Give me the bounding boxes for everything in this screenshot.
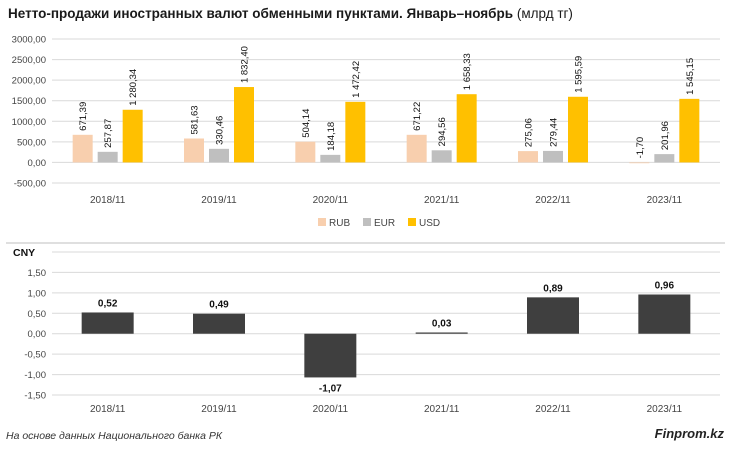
bar-value-label: 279,44	[549, 118, 560, 147]
bar-value-label: 275,06	[524, 118, 535, 147]
bar-value-label: 257,87	[103, 119, 114, 148]
top-y-tick-label: 3000,00	[12, 35, 46, 46]
bar-eur	[97, 151, 118, 163]
bar-eur	[654, 154, 675, 163]
bar-value-label: 330,46	[215, 116, 226, 145]
chart-title-main: Нетто-продажи иностранных валют обменным…	[8, 6, 514, 21]
bar-usd	[234, 87, 254, 163]
bottom-x-category-label: 2020/11	[313, 404, 349, 415]
bottom-x-category-label: 2023/11	[647, 404, 683, 415]
bar-usd	[122, 109, 143, 163]
bar-value-label: 504,14	[301, 109, 312, 138]
bar-value-label: 1 658,33	[462, 53, 473, 90]
bar-cny	[304, 333, 357, 378]
top-y-tick-label: -500,00	[14, 179, 46, 190]
bar-rub	[72, 134, 93, 163]
bar-usd	[345, 101, 366, 163]
bottom-y-tick-label: -1,50	[24, 391, 46, 402]
bar-rub	[295, 141, 316, 163]
bar-value-label: 671,22	[412, 102, 423, 131]
bar-value-label: 671,39	[78, 102, 89, 131]
bar-cny	[193, 313, 245, 334]
bar-value-label: 184,18	[326, 122, 337, 151]
bar-eur	[543, 150, 563, 163]
bar-value-label: 0,96	[655, 280, 675, 291]
legend-swatch-usd	[408, 218, 416, 226]
bottom-y-tick-label: 0,50	[28, 309, 47, 320]
top-x-category-label: 2018/11	[90, 195, 126, 206]
bar-value-label: 0,89	[543, 283, 563, 294]
bar-eur	[209, 148, 229, 163]
legend-label-eur: EUR	[374, 218, 395, 229]
top-y-tick-label: 2500,00	[12, 55, 46, 66]
bar-cny	[638, 294, 691, 334]
bottom-x-category-label: 2021/11	[424, 404, 460, 415]
top-x-category-label: 2022/11	[535, 195, 571, 206]
brand-logo: Finprom.kz	[654, 426, 724, 441]
bar-usd	[679, 98, 700, 163]
bottom-y-tick-label: 1,00	[28, 288, 47, 299]
bar-value-label: 294,56	[437, 117, 448, 146]
chart-title-unit: (млрд тг)	[516, 6, 573, 21]
bar-value-label: 0,03	[432, 318, 452, 329]
bar-value-label: 1 595,59	[574, 56, 585, 93]
bar-value-label: 581,63	[190, 105, 201, 134]
bar-usd	[456, 94, 477, 163]
top-y-tick-label: 500,00	[17, 137, 46, 148]
bar-value-label: 1 545,15	[685, 58, 696, 95]
cny-chart-title: CNY	[13, 247, 35, 259]
bar-cny	[81, 312, 134, 334]
bar-value-label: 1 280,34	[128, 69, 139, 106]
bar-value-label: -1,70	[635, 137, 646, 159]
bottom-x-category-label: 2019/11	[201, 404, 237, 415]
bar-rub	[518, 151, 538, 163]
bottom-y-tick-label: -1,00	[24, 370, 46, 381]
top-y-tick-label: 2000,00	[12, 76, 46, 87]
bar-rub	[629, 162, 650, 164]
bar-rub	[184, 138, 204, 163]
bottom-y-tick-label: -0,50	[24, 350, 46, 361]
bar-usd	[568, 96, 588, 163]
legend-swatch-eur	[363, 218, 371, 226]
bar-value-label: -1,07	[319, 383, 342, 394]
source-note: На основе данных Национального банка РК	[6, 430, 223, 442]
chart-title: Нетто-продажи иностранных валют обменным…	[8, 6, 573, 21]
bar-cny	[527, 297, 579, 334]
legend-swatch-rub	[318, 218, 326, 226]
bar-value-label: 201,96	[660, 121, 671, 150]
bar-value-label: 0,49	[209, 300, 229, 311]
bar-eur	[320, 154, 341, 163]
bar-value-label: 1 832,40	[240, 46, 251, 83]
top-y-tick-label: 0,00	[28, 158, 47, 169]
bar-eur	[431, 150, 452, 163]
top-y-tick-label: 1000,00	[12, 117, 46, 128]
top-x-category-label: 2020/11	[313, 195, 349, 206]
legend-label-rub: RUB	[329, 218, 350, 229]
bar-rub	[406, 134, 427, 163]
bar-value-label: 0,52	[98, 298, 118, 309]
top-y-tick-label: 1500,00	[12, 96, 46, 107]
bottom-x-category-label: 2018/11	[90, 404, 126, 415]
legend-label-usd: USD	[419, 218, 440, 229]
bar-cny	[415, 332, 468, 334]
bottom-x-category-label: 2022/11	[535, 404, 571, 415]
top-x-category-label: 2019/11	[201, 195, 237, 206]
bar-value-label: 1 472,42	[351, 61, 362, 98]
bottom-y-tick-label: 0,00	[28, 329, 47, 340]
bottom-y-tick-label: 1,50	[28, 268, 47, 279]
top-x-category-label: 2021/11	[424, 195, 460, 206]
top-x-category-label: 2023/11	[647, 195, 683, 206]
